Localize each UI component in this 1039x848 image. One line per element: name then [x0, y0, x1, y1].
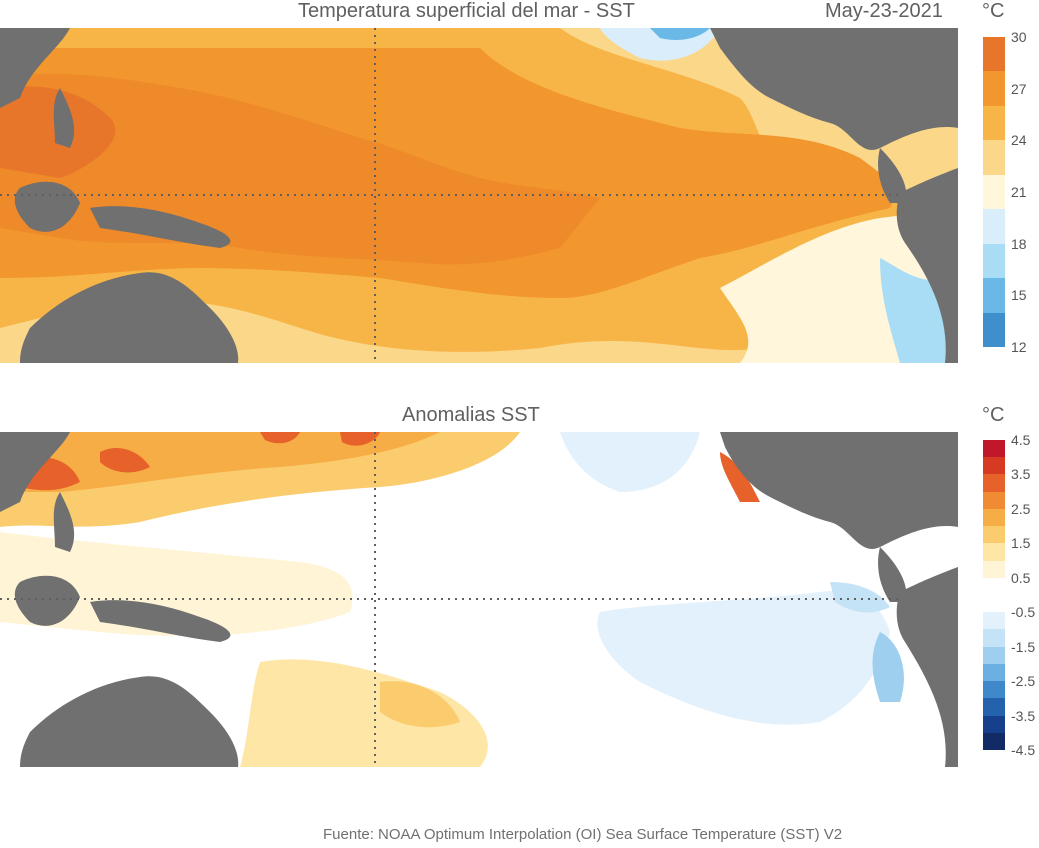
colorbar-swatch	[983, 612, 1005, 630]
colorbar-swatch	[983, 312, 1005, 348]
colorbar-swatch	[983, 715, 1005, 734]
anomaly-title: Anomalias SST	[402, 404, 540, 426]
anomaly-colorbar: 4.5 3.5 2.5 1.5 0.5 -0.5 -1.5 -2.5 -3.5 -4.5	[983, 432, 1039, 760]
sst-colorbar-label: 21	[1011, 184, 1027, 200]
colorbar-swatch	[983, 209, 1005, 245]
colorbar-swatch	[983, 174, 1005, 210]
colorbar-swatch	[983, 646, 1005, 665]
colorbar-swatch	[983, 526, 1005, 544]
anomaly-colorbar-label: 1.5	[1011, 535, 1031, 552]
colorbar-swatch	[983, 629, 1005, 648]
colorbar-swatch	[983, 474, 1005, 493]
sst-colorbar-label: 24	[1011, 132, 1027, 149]
colorbar-swatch	[983, 37, 1005, 72]
anomaly-colorbar-label: -2.5	[1011, 673, 1036, 690]
sst-colorbar-label: 12	[1011, 339, 1027, 355]
sst-map	[0, 28, 958, 363]
colorbar-swatch	[983, 457, 1005, 475]
sst-colorbar: 30 27 24 21 18 15 12	[983, 29, 1039, 355]
colorbar-swatch	[983, 440, 1005, 458]
colorbar-swatch	[983, 71, 1005, 107]
colorbar-swatch	[983, 595, 1005, 613]
sst-title: Temperatura superficial del mar - SST	[298, 0, 635, 22]
colorbar-swatch	[983, 663, 1005, 682]
colorbar-swatch	[983, 491, 1005, 510]
colorbar-swatch	[983, 681, 1005, 699]
anomaly-colorbar-label: 0.5	[1011, 569, 1031, 586]
colorbar-swatch	[983, 698, 1005, 717]
colorbar-swatch	[983, 278, 1005, 314]
colorbar-swatch	[983, 508, 1005, 527]
date-label: May-23-2021	[825, 0, 943, 22]
sst-colorbar-label: 30	[1011, 29, 1027, 45]
colorbar-swatch	[983, 732, 1005, 751]
anomaly-colorbar-label: 4.5	[1011, 432, 1031, 448]
colorbar-swatch	[983, 140, 1005, 176]
anomaly-colorbar-label: -0.5	[1011, 604, 1036, 621]
anomaly-colorbar-label: 3.5	[1011, 466, 1031, 483]
colorbar-swatch	[983, 560, 1005, 579]
anomaly-colorbar-label: 2.5	[1011, 500, 1031, 517]
colorbar-swatch	[983, 577, 1005, 596]
anomaly-colorbar-label: -3.5	[1011, 707, 1036, 724]
sst-colorbar-label: 27	[1011, 80, 1027, 97]
source-footer: Fuente: NOAA Optimum Interpolation (OI) …	[323, 826, 843, 843]
sst-colorbar-label: 18	[1011, 235, 1027, 252]
sst-colorbar-label: 15	[1011, 287, 1027, 304]
anomaly-colorbar-label: -4.5	[1011, 742, 1036, 758]
anomaly-colorbar-label: -1.5	[1011, 638, 1036, 655]
sst-unit-label: °C	[982, 0, 1005, 22]
colorbar-swatch	[983, 105, 1005, 141]
anomaly-unit-label: °C	[982, 404, 1005, 426]
anomaly-map	[0, 432, 958, 767]
colorbar-swatch	[983, 243, 1005, 279]
colorbar-swatch	[983, 543, 1005, 562]
